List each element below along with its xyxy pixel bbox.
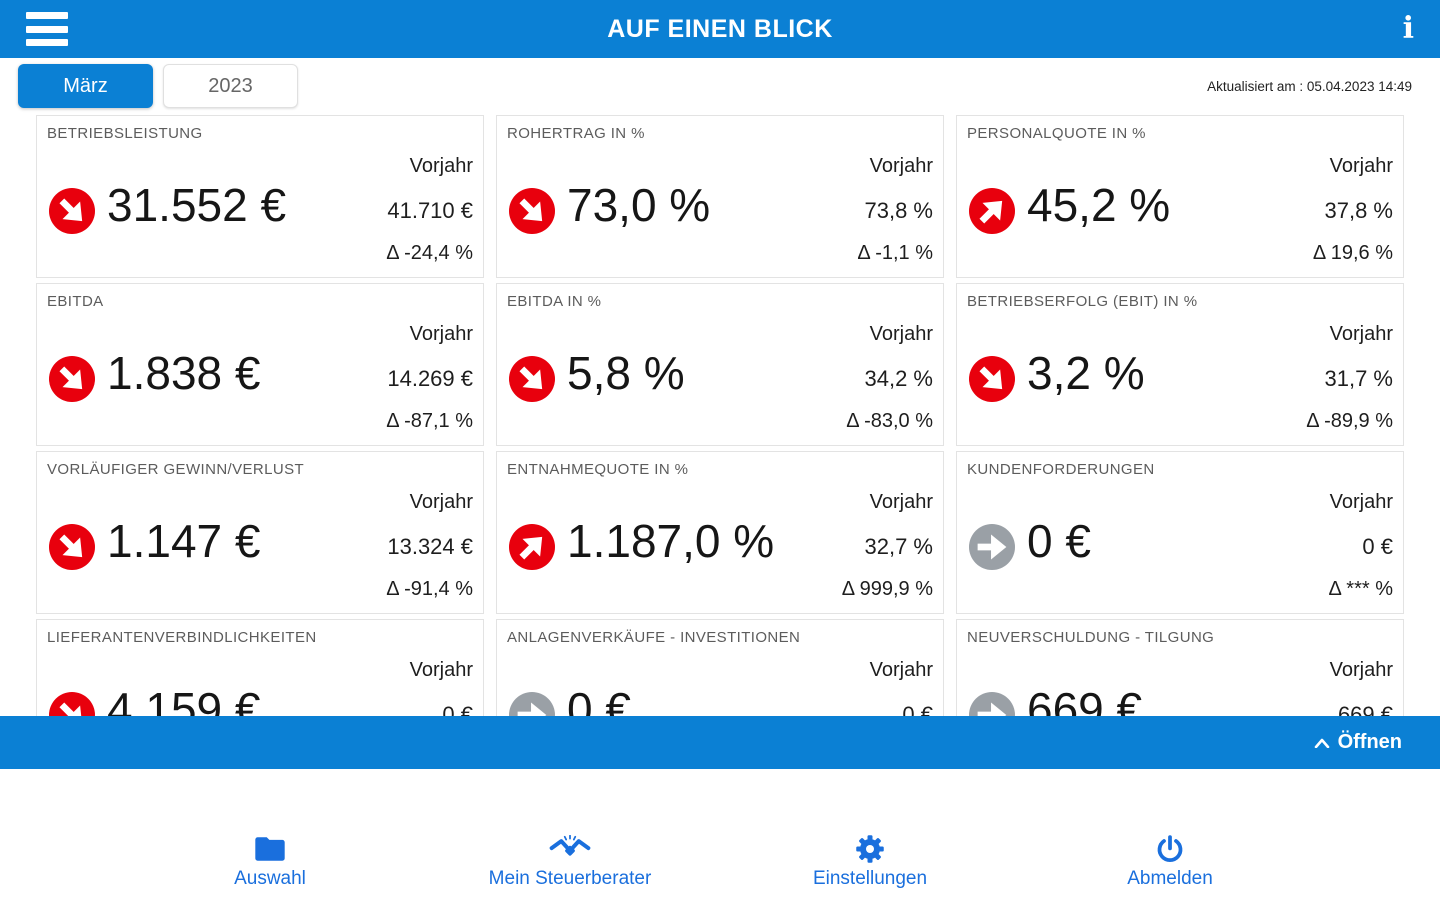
kpi-label: VORLÄUFIGER GEWINN/VERLUST [47,461,305,478]
updated-timestamp: Aktualisiert am : 05.04.2023 14:49 [1207,78,1412,94]
trend-down-icon [49,524,95,570]
kpi-value: 1.147 € [107,515,261,567]
kpi-card[interactable]: VORLÄUFIGER GEWINN/VERLUST Vorjahr 1.147… [36,451,484,614]
vorjahr-label: Vorjahr [1329,659,1393,681]
handshake-icon [548,833,592,865]
kpi-delta: Δ -24,4 % [386,242,473,264]
nav-label-einstellungen: Einstellungen [812,868,928,889]
vorjahr-label: Vorjahr [869,491,933,513]
trend-up-icon [509,524,555,570]
kpi-previous-value: 14.269 € [387,366,473,391]
nav-item-abmelden[interactable]: Abmelden [1020,825,1320,900]
trend-down-icon [49,188,95,234]
kpi-label: EBITDA IN % [507,293,602,310]
folder-icon [254,833,286,865]
kpi-delta: Δ -89,9 % [1306,410,1393,432]
kpi-value: 5,8 % [567,347,685,399]
kpi-value: 1.838 € [107,347,261,399]
kpi-delta: Δ -87,1 % [386,410,473,432]
kpi-value: 45,2 % [1027,179,1171,231]
kpi-value: 31.552 € [107,179,287,231]
kpi-delta: Δ 999,9 % [841,578,933,600]
nav-label-steuerberater: Mein Steuerberater [488,868,652,889]
vorjahr-label: Vorjahr [869,155,933,177]
kpi-previous-value: 31,7 % [1324,366,1394,391]
kpi-previous-value: 34,2 % [864,366,934,391]
trend-down-icon [49,356,95,402]
vorjahr-label: Vorjahr [1329,491,1393,513]
bottom-navigation: Auswahl Mein Steuerberater [0,825,1440,900]
kpi-delta: Δ -83,0 % [846,410,933,432]
kpi-value: 1.187,0 % [567,515,775,567]
kpi-label: ENTNAHMEQUOTE IN % [507,461,689,478]
trend-down-icon [509,356,555,402]
trend-flat-icon [969,524,1015,570]
page-title: AUF EINEN BLICK [607,14,833,43]
tab-year[interactable]: 2023 [163,64,298,108]
kpi-value: 0 € [1027,515,1091,567]
kpi-delta: Δ 19,6 % [1312,242,1393,264]
kpi-label: NEUVERSCHULDUNG - TILGUNG [967,629,1215,646]
kpi-previous-value: 32,7 % [864,534,934,559]
kpi-previous-value: 0 € [1362,534,1393,559]
toolbar: März 2023 Aktualisiert am : 05.04.2023 1… [0,58,1440,114]
nav-label-abmelden: Abmelden [1127,868,1213,889]
power-icon [1155,833,1185,865]
kpi-label: KUNDENFORDERUNGEN [967,461,1155,478]
tab-month[interactable]: März [18,64,153,108]
kpi-card[interactable]: ENTNAHMEQUOTE IN % Vorjahr 1.187,0 % 32,… [496,451,944,614]
kpi-previous-value: 41.710 € [387,198,473,223]
kpi-card[interactable]: PERSONALQUOTE IN % Vorjahr 45,2 % 37,8 %… [956,115,1404,278]
trend-up-icon [969,188,1015,234]
kpi-label: BETRIEBSLEISTUNG [47,125,203,142]
hamburger-menu-icon[interactable] [26,12,68,46]
kpi-label: ROHERTRAG IN % [507,125,645,142]
kpi-card[interactable]: ROHERTRAG IN % Vorjahr 73,0 % 73,8 % Δ -… [496,115,944,278]
kpi-label: ANLAGENVERKÄUFE - INVESTITIONEN [507,629,801,646]
kpi-previous-value: 13.324 € [387,534,473,559]
trend-down-icon [969,356,1015,402]
nav-label-auswahl: Auswahl [234,868,306,889]
kpi-previous-value: 73,8 % [864,198,934,223]
kpi-label: EBITDA [47,293,104,310]
trend-down-icon [509,188,555,234]
kpi-card[interactable]: KUNDENFORDERUNGEN Vorjahr 0 € 0 € Δ *** … [956,451,1404,614]
nav-item-steuerberater[interactable]: Mein Steuerberater [420,825,720,900]
kpi-card[interactable]: BETRIEBSLEISTUNG Vorjahr 31.552 € 41.710… [36,115,484,278]
chevron-up-icon [1314,738,1329,748]
kpi-value: 3,2 % [1027,347,1145,399]
vorjahr-label: Vorjahr [409,659,473,681]
kpi-delta: Δ -91,4 % [386,578,473,600]
kpi-card[interactable]: EBITDA Vorjahr 1.838 € 14.269 € Δ -87,1 … [36,283,484,446]
vorjahr-label: Vorjahr [869,659,933,681]
vorjahr-label: Vorjahr [869,323,933,345]
open-panel-label: Öffnen [1337,731,1402,753]
gear-icon [855,833,885,865]
kpi-grid: BETRIEBSLEISTUNG Vorjahr 31.552 € 41.710… [36,115,1404,782]
vorjahr-label: Vorjahr [409,155,473,177]
kpi-previous-value: 37,8 % [1324,198,1394,223]
kpi-label: PERSONALQUOTE IN % [967,125,1146,142]
kpi-delta: Δ *** % [1328,578,1393,600]
kpi-card[interactable]: BETRIEBSERFOLG (EBIT) IN % Vorjahr 3,2 %… [956,283,1404,446]
top-bar: AUF EINEN BLICK i [0,0,1440,58]
kpi-label: BETRIEBSERFOLG (EBIT) IN % [967,293,1198,310]
kpi-value: 73,0 % [567,179,711,231]
nav-item-auswahl[interactable]: Auswahl [120,825,420,900]
vorjahr-label: Vorjahr [1329,155,1393,177]
kpi-card[interactable]: EBITDA IN % Vorjahr 5,8 % 34,2 % Δ -83,0… [496,283,944,446]
vorjahr-label: Vorjahr [409,491,473,513]
open-panel-button[interactable]: Öffnen [0,716,1440,769]
vorjahr-label: Vorjahr [1329,323,1393,345]
vorjahr-label: Vorjahr [409,323,473,345]
kpi-label: LIEFERANTENVERBINDLICHKEITEN [47,629,317,646]
nav-item-einstellungen[interactable]: Einstellungen [720,825,1020,900]
info-icon[interactable]: i [1402,11,1414,46]
kpi-delta: Δ -1,1 % [857,242,933,264]
